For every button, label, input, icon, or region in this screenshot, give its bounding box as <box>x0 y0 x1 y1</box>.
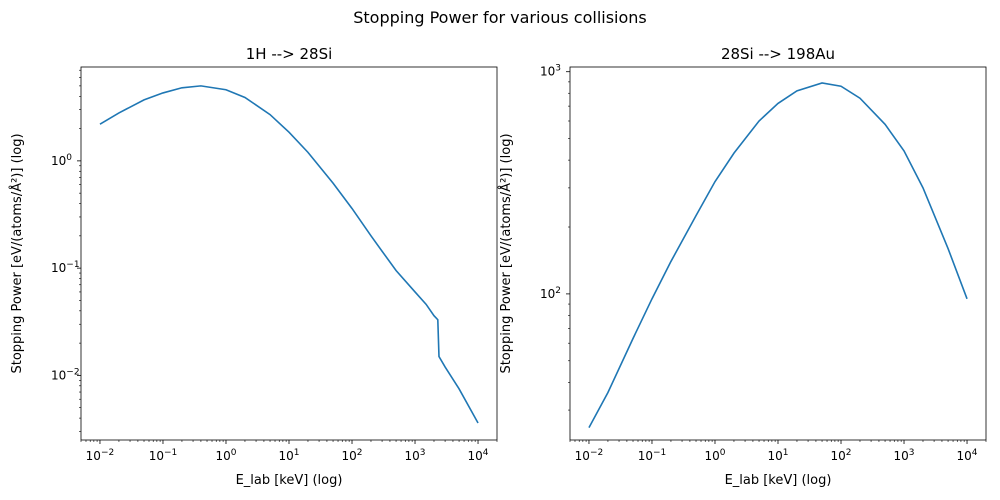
y-tick-label: 10−2 <box>51 367 80 382</box>
x-tick-label: 102 <box>831 448 852 463</box>
x-tick-label: 104 <box>957 448 978 463</box>
y-tick-label: 103 <box>540 64 561 79</box>
x-tick-label: 100 <box>215 448 236 463</box>
plot-frame <box>80 66 498 441</box>
x-tick-label: 103 <box>405 448 426 463</box>
minor-ticks <box>568 81 987 442</box>
figure-suptitle: Stopping Power for various collisions <box>353 8 647 27</box>
data-line-series-1 <box>99 85 479 424</box>
x-tick-label: 104 <box>468 448 489 463</box>
x-tick-label: 10−2 <box>575 448 604 463</box>
chart-panel-2: 10−2 10−1 100 101 102 103 104 102 103 28Si --> 19… <box>498 45 987 488</box>
plot-title: 1H --> 28Si <box>246 45 333 63</box>
x-tick-label: 10−1 <box>149 448 178 463</box>
y-axis-label: Stopping Power [eV/(atoms/Å²)] (log) <box>498 133 514 373</box>
minor-ticks <box>79 69 498 442</box>
plot-title: 28Si --> 198Au <box>721 45 835 63</box>
x-axis-label: E_lab [keV] (log) <box>725 473 832 488</box>
x-tick-label: 103 <box>894 448 915 463</box>
plot-frame <box>569 66 987 441</box>
x-tick-label: 102 <box>342 448 363 463</box>
x-axis-label: E_lab [keV] (log) <box>236 473 343 488</box>
y-tick-label: 100 <box>51 153 72 168</box>
x-tick-label: 100 <box>704 448 725 463</box>
x-tick-label: 101 <box>767 448 788 463</box>
y-axis-label: Stopping Power [eV/(atoms/Å²)] (log) <box>9 133 25 373</box>
y-tick-label: 102 <box>540 286 561 301</box>
y-tick-label: 10−1 <box>51 260 80 275</box>
chart-panel-1: 10−2 10−1 100 101 102 103 104 10−2 10−1 100 1H -->… <box>9 45 498 488</box>
x-tick-label: 101 <box>278 448 299 463</box>
x-tick-label: 10−1 <box>638 448 667 463</box>
x-tick-label: 10−2 <box>86 448 115 463</box>
data-line-series-1 <box>588 82 968 429</box>
